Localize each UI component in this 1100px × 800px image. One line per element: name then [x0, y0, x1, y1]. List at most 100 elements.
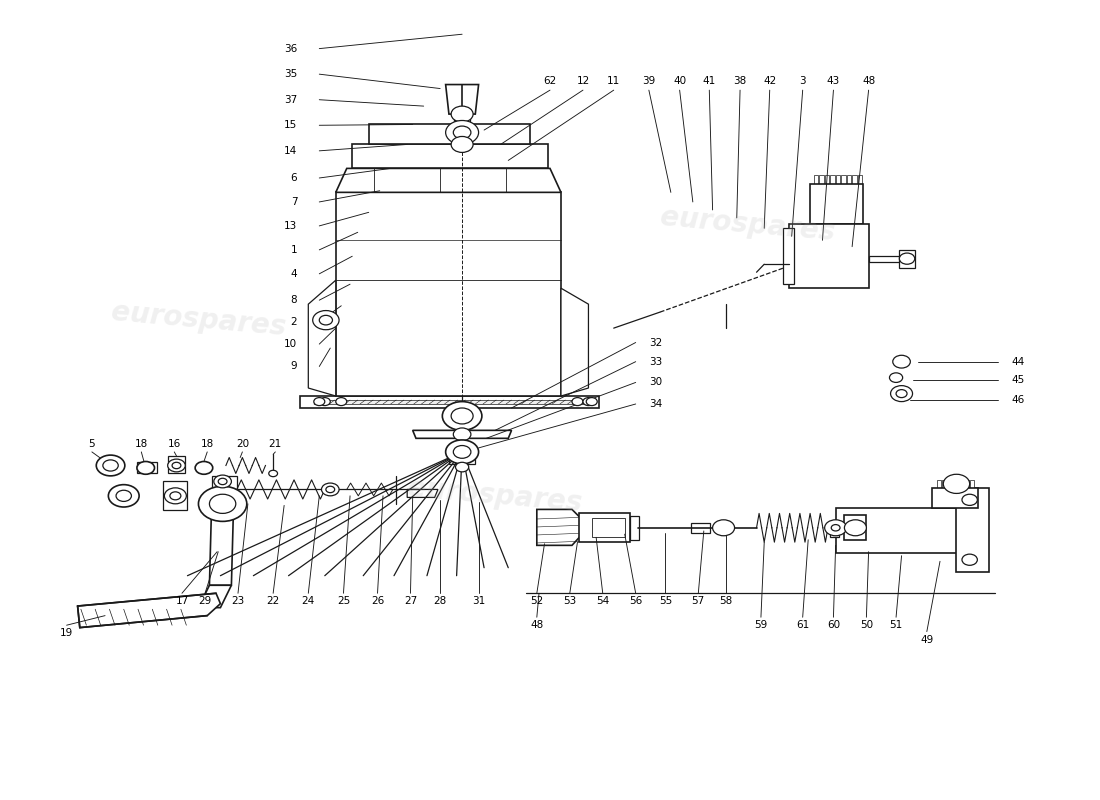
Circle shape — [572, 398, 583, 406]
Text: 7: 7 — [290, 197, 297, 207]
Circle shape — [446, 121, 478, 145]
Text: 55: 55 — [659, 596, 672, 606]
Circle shape — [825, 520, 847, 536]
Polygon shape — [537, 510, 581, 546]
Text: 60: 60 — [827, 620, 840, 630]
Text: 57: 57 — [692, 596, 705, 606]
Text: 34: 34 — [649, 399, 662, 409]
Text: 51: 51 — [890, 620, 903, 630]
Polygon shape — [446, 85, 478, 114]
Circle shape — [845, 520, 867, 536]
Bar — [954, 480, 958, 488]
Polygon shape — [167, 456, 185, 474]
Bar — [842, 174, 846, 184]
Polygon shape — [783, 228, 794, 284]
Polygon shape — [412, 430, 512, 438]
Polygon shape — [454, 114, 470, 129]
Polygon shape — [198, 586, 231, 608]
Polygon shape — [561, 288, 588, 396]
Bar — [959, 480, 964, 488]
Text: 8: 8 — [290, 295, 297, 305]
Polygon shape — [790, 224, 869, 288]
Polygon shape — [308, 280, 336, 396]
Text: eurospares: eurospares — [406, 474, 584, 518]
Text: 42: 42 — [763, 75, 777, 86]
Polygon shape — [336, 169, 561, 192]
Text: 40: 40 — [673, 75, 686, 86]
Text: 30: 30 — [649, 378, 662, 387]
Circle shape — [891, 386, 913, 402]
Circle shape — [312, 310, 339, 330]
Text: 27: 27 — [404, 596, 417, 606]
Circle shape — [890, 373, 903, 382]
Circle shape — [167, 459, 185, 472]
Text: 37: 37 — [284, 94, 297, 105]
Bar — [820, 174, 824, 184]
Polygon shape — [900, 250, 915, 268]
Polygon shape — [314, 400, 588, 404]
Circle shape — [451, 106, 473, 122]
Circle shape — [136, 462, 154, 474]
Text: 41: 41 — [703, 75, 716, 86]
Text: 56: 56 — [629, 596, 642, 606]
Text: 10: 10 — [284, 339, 297, 349]
Circle shape — [336, 398, 346, 406]
Text: 31: 31 — [472, 596, 485, 606]
Text: 21: 21 — [268, 439, 282, 449]
Text: 38: 38 — [734, 75, 747, 86]
Text: 59: 59 — [755, 620, 768, 630]
Polygon shape — [869, 256, 902, 262]
Text: 11: 11 — [607, 75, 620, 86]
Text: 26: 26 — [371, 596, 384, 606]
Text: 28: 28 — [433, 596, 447, 606]
Text: 61: 61 — [796, 620, 810, 630]
Circle shape — [962, 494, 978, 506]
Bar — [847, 174, 851, 184]
Text: 18: 18 — [200, 439, 213, 449]
Text: 48: 48 — [530, 620, 543, 630]
Circle shape — [446, 440, 478, 464]
Text: 17: 17 — [175, 596, 188, 606]
Text: 20: 20 — [235, 439, 249, 449]
Bar — [970, 480, 975, 488]
Text: 19: 19 — [60, 628, 74, 638]
Text: 45: 45 — [1011, 375, 1025, 385]
Circle shape — [713, 520, 735, 536]
Bar — [943, 480, 947, 488]
Text: 2: 2 — [290, 317, 297, 326]
Bar — [825, 174, 829, 184]
Circle shape — [451, 137, 473, 153]
Polygon shape — [830, 524, 839, 538]
Text: 22: 22 — [266, 596, 279, 606]
Circle shape — [893, 355, 911, 368]
Polygon shape — [449, 458, 475, 464]
Text: 24: 24 — [301, 596, 315, 606]
Circle shape — [962, 554, 978, 566]
Bar — [836, 174, 840, 184]
Polygon shape — [691, 523, 711, 533]
Circle shape — [586, 398, 597, 406]
Polygon shape — [811, 184, 864, 224]
Bar — [136, 462, 156, 474]
Circle shape — [164, 488, 186, 504]
Polygon shape — [299, 396, 600, 408]
Text: 14: 14 — [284, 146, 297, 156]
Text: 6: 6 — [290, 173, 297, 183]
Text: 29: 29 — [198, 596, 211, 606]
Polygon shape — [845, 515, 867, 540]
Bar — [965, 480, 969, 488]
Circle shape — [900, 253, 915, 264]
Text: 13: 13 — [284, 221, 297, 231]
Text: 36: 36 — [284, 44, 297, 54]
Text: 39: 39 — [642, 75, 656, 86]
Text: 23: 23 — [231, 596, 244, 606]
Text: 33: 33 — [649, 357, 662, 366]
Bar — [852, 174, 857, 184]
Circle shape — [314, 398, 324, 406]
Text: 16: 16 — [167, 439, 180, 449]
Circle shape — [213, 475, 231, 488]
Polygon shape — [352, 145, 548, 169]
Text: 3: 3 — [800, 75, 806, 86]
Bar — [830, 174, 835, 184]
Polygon shape — [78, 594, 220, 628]
